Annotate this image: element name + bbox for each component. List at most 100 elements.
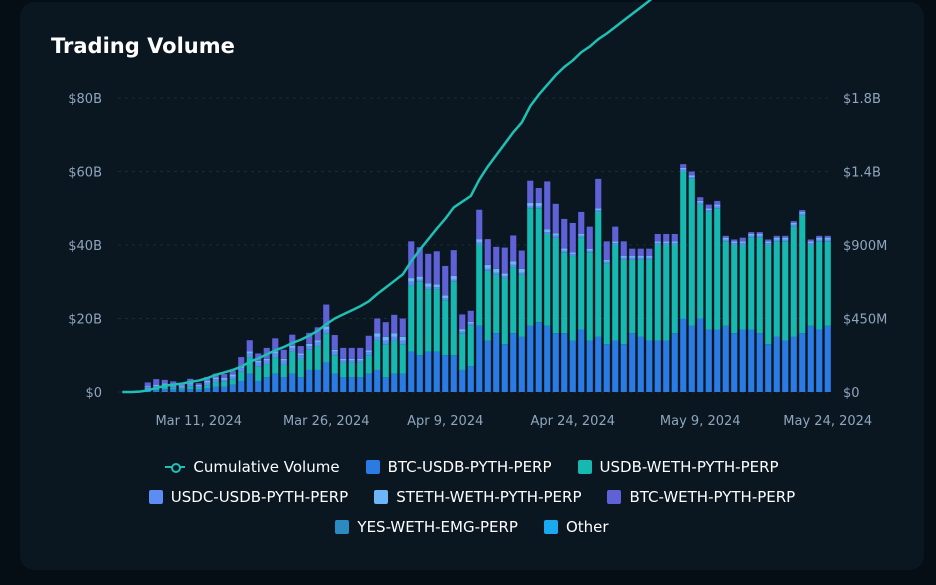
bar-segment	[527, 325, 534, 392]
bar-segment	[229, 384, 236, 392]
legend-item-cumulative-volume[interactable]: Cumulative Volume	[165, 458, 340, 476]
legend-swatch	[374, 490, 389, 504]
bar-segment	[612, 245, 619, 341]
legend-item-other[interactable]: Other	[543, 518, 609, 536]
bar-segment	[603, 259, 610, 262]
bar-segment	[399, 336, 406, 341]
legend-swatch	[335, 520, 350, 534]
bar-segment	[399, 373, 406, 392]
bar-segment	[807, 245, 814, 326]
bar-segment	[348, 358, 355, 361]
bar-segment	[365, 335, 372, 351]
bar-segment	[425, 253, 432, 284]
legend-item-usdc-usdb-pyth-perp[interactable]: USDC-USDB-PYTH-PERP	[148, 488, 348, 506]
legend-row-1: Cumulative Volume BTC-USDB-PYTH-PERP USD…	[20, 452, 924, 482]
bar-segment	[799, 333, 806, 392]
bar-segment	[739, 329, 746, 392]
bar-segment	[280, 358, 287, 361]
bar-segment	[314, 327, 321, 341]
bar-segment	[603, 263, 610, 345]
legend-item-steth-weth-pyth-perp[interactable]: STETH-WETH-PYTH-PERP	[374, 488, 581, 506]
bar-segment	[442, 295, 449, 299]
bar-segment	[331, 355, 338, 374]
bar-segment	[552, 237, 559, 334]
bar-segment	[807, 239, 814, 242]
bar-segment	[187, 389, 194, 392]
legend-item-usdb-weth-pyth-perp[interactable]: USDB-WETH-PYTH-PERP	[577, 458, 779, 476]
bar-segment	[357, 347, 364, 359]
bar-segment	[221, 379, 228, 382]
bar-segment	[722, 237, 729, 240]
bar-segment	[595, 208, 602, 211]
bar-segment	[246, 351, 253, 354]
bar-segment	[535, 206, 542, 209]
bar-segment	[510, 267, 517, 334]
bar-segment	[544, 233, 551, 326]
bar-segment	[671, 233, 678, 242]
bar-segment	[484, 270, 491, 341]
bar-segment	[263, 360, 270, 365]
bar-segment	[807, 241, 814, 244]
bar-segment	[212, 379, 219, 383]
bar-segment	[323, 329, 330, 334]
bar-segment	[824, 241, 831, 326]
bar-segment	[697, 204, 704, 319]
legend-label: USDB-WETH-PYTH-PERP	[599, 458, 779, 476]
y-left-tick-label: $20B	[68, 313, 102, 328]
bar-segment	[501, 278, 508, 345]
bar-segment	[476, 239, 483, 243]
bar-segment	[739, 243, 746, 245]
bar-segment	[790, 336, 797, 392]
bar-segment	[544, 325, 551, 392]
bar-segment	[314, 340, 321, 343]
bar-segment	[816, 237, 823, 240]
legend-swatch	[543, 520, 558, 534]
bar-segment	[348, 360, 355, 363]
bar-segment	[382, 344, 389, 378]
legend-item-yes-weth-emg-perp[interactable]: YES-WETH-EMG-PERP	[335, 518, 518, 536]
bar-segment	[161, 389, 168, 392]
bar-segment	[671, 245, 678, 334]
bar-segment	[246, 353, 253, 358]
bar-segment	[663, 245, 670, 341]
bar-segment	[646, 340, 653, 392]
bar-segment	[255, 360, 262, 363]
bar-segment	[739, 237, 746, 242]
bar-segment	[671, 333, 678, 392]
bar-segment	[433, 289, 440, 352]
bar-segment	[229, 379, 236, 385]
legend-item-btc-weth-pyth-perp[interactable]: BTC-WETH-PYTH-PERP	[607, 488, 795, 506]
bar-segment	[289, 351, 296, 374]
bar-segment	[552, 233, 559, 236]
bar-segment	[527, 180, 534, 203]
bar-segment	[620, 256, 627, 258]
bar-segment	[442, 298, 449, 301]
bar-segment	[433, 251, 440, 285]
bar-segment	[765, 243, 772, 245]
bar-segment	[688, 177, 695, 179]
bar-segment	[221, 381, 228, 387]
bar-segment	[731, 241, 738, 244]
bar-segment	[467, 323, 474, 326]
legend-item-btc-usdb-pyth-perp[interactable]: BTC-USDB-PYTH-PERP	[365, 458, 552, 476]
bar-segment	[824, 239, 831, 242]
bar-segment	[255, 366, 262, 381]
bar-segment	[518, 274, 525, 337]
bar-segment	[578, 329, 585, 392]
bar-segment	[671, 243, 678, 245]
bar-segment	[773, 336, 780, 392]
bar-segment	[518, 268, 525, 273]
bar-segment	[544, 229, 551, 233]
bar-segment	[586, 248, 593, 251]
bar-segment	[646, 259, 653, 341]
bar-segment	[212, 386, 219, 392]
bar-segment	[476, 209, 483, 240]
bar-segment	[663, 233, 670, 242]
bar-segment	[603, 241, 610, 260]
bar-segment	[272, 338, 279, 352]
bar-segment	[722, 241, 729, 326]
bar-segment	[306, 332, 313, 344]
bar-segment	[552, 203, 559, 234]
legend-label: YES-WETH-EMG-PERP	[357, 518, 518, 536]
bar-segment	[365, 373, 372, 392]
